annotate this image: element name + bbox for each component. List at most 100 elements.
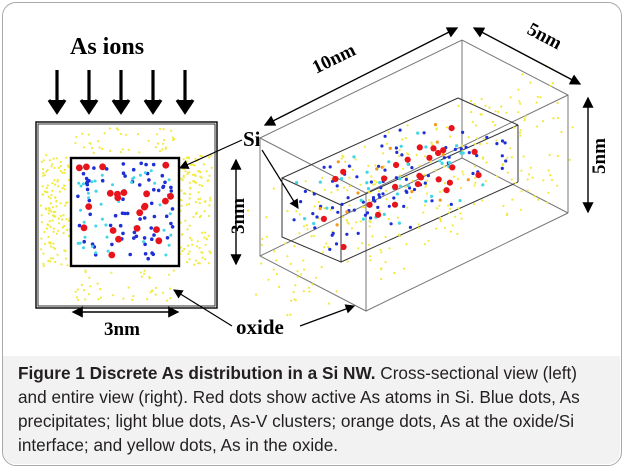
cluster-dot <box>87 196 90 200</box>
oxide-dot <box>526 189 529 192</box>
oxide-dot <box>88 276 91 279</box>
oxide-dot <box>187 252 190 255</box>
oxide-dot <box>48 159 52 162</box>
oxide-dot <box>426 179 429 182</box>
si-arrow-right <box>261 149 299 210</box>
precipitate-dot <box>447 155 451 159</box>
oxide-dot <box>526 178 529 181</box>
oxide-dot <box>470 99 473 103</box>
oxide-dot <box>193 263 196 266</box>
oxide-dot <box>354 158 357 161</box>
oxide-dot <box>438 204 441 207</box>
oxide-dot <box>57 217 60 220</box>
oxide-dot <box>89 142 92 145</box>
oxide-dot <box>99 296 102 299</box>
oxide-dot <box>265 216 268 219</box>
oxide-dot <box>443 182 447 185</box>
oxide-dot <box>457 104 460 107</box>
precipitate-dot <box>400 153 404 157</box>
oxide-dot <box>549 174 552 177</box>
oxide-dot <box>551 82 555 85</box>
oxide-dot <box>42 159 46 162</box>
oxide-dot <box>290 299 293 302</box>
oxide-dot <box>265 235 268 238</box>
oxide-dot <box>43 230 46 234</box>
oxide-dot <box>557 116 560 120</box>
precipitate-dot <box>330 233 334 237</box>
oxide-dot <box>449 230 452 233</box>
oxide-dot <box>65 156 68 159</box>
oxide-dot <box>196 262 200 265</box>
oxide-dot <box>204 258 207 261</box>
precipitate-dot <box>82 239 86 244</box>
cluster-dot <box>90 180 94 184</box>
oxide-dot <box>58 222 61 225</box>
oxide-dot <box>49 260 52 263</box>
oxide-dot <box>185 156 189 159</box>
oxide-dot <box>471 120 474 123</box>
precipitate-dot <box>346 196 350 200</box>
oxide-dot <box>388 247 391 250</box>
oxide-dot <box>92 151 95 155</box>
precipitate-dot <box>118 223 123 228</box>
oxide-dot <box>164 146 167 149</box>
precipitate-dot <box>347 164 351 168</box>
oxide-dot <box>99 287 102 291</box>
precipitate-dot <box>170 225 175 229</box>
oxide-dot <box>101 147 104 150</box>
oxide-dot <box>53 179 56 182</box>
oxide-dot <box>54 183 57 186</box>
oxide-dot <box>180 204 183 207</box>
oxide-dot <box>425 192 429 195</box>
oxide-dot <box>66 228 69 231</box>
oxide-dot <box>40 160 44 163</box>
oxide-dot <box>194 201 198 204</box>
oxide-dot <box>46 191 49 194</box>
oxide-dot <box>40 221 44 224</box>
active-as-dot <box>133 225 141 232</box>
oxide-dot <box>193 164 196 167</box>
oxide-dot <box>47 195 51 198</box>
oxide-dot <box>528 173 531 176</box>
cluster-dot <box>93 179 97 183</box>
precipitate-dot <box>459 147 463 151</box>
oxide-dot <box>470 111 473 114</box>
oxide-dot <box>75 135 78 138</box>
si-arrow-left <box>178 139 243 169</box>
oxide-dot <box>197 191 200 194</box>
cluster-dot <box>359 198 363 202</box>
oxide-dot <box>462 173 465 176</box>
oxide-dot <box>518 100 521 103</box>
cluster-dot <box>100 217 104 221</box>
interface-dot <box>336 160 340 164</box>
oxide-dot <box>294 299 297 302</box>
dim-3nm-horizontal: 3nm <box>71 306 180 340</box>
oxide-dot <box>478 143 482 146</box>
precipitate-dot <box>88 212 92 217</box>
oxide-dot <box>91 146 94 150</box>
oxide-dot <box>272 268 275 271</box>
active-as-dot <box>155 237 163 245</box>
oxide-dot <box>342 186 346 189</box>
oxide-dot <box>447 204 450 207</box>
oxide-dot <box>188 224 191 227</box>
cluster-dot <box>430 194 434 198</box>
precipitate-dot <box>110 242 114 247</box>
precipitate-dot <box>453 147 457 151</box>
precipitate-dot <box>104 167 109 171</box>
oxide-dot <box>58 190 62 193</box>
oxide-dot <box>42 252 45 255</box>
precipitate-dot <box>335 184 339 188</box>
oxide-dot <box>49 245 53 248</box>
interface-dot <box>433 123 438 127</box>
cluster-dot <box>130 180 133 184</box>
oxide-dot <box>47 259 50 262</box>
oxide-dot <box>207 262 210 265</box>
precipitate-dot <box>471 171 475 176</box>
oxide-dot <box>346 260 349 263</box>
active-as-dot <box>106 189 114 197</box>
oxide-dot <box>294 284 297 287</box>
oxide-dot <box>351 168 354 171</box>
si-core-dots <box>75 161 175 261</box>
oxide-dot <box>522 155 525 158</box>
